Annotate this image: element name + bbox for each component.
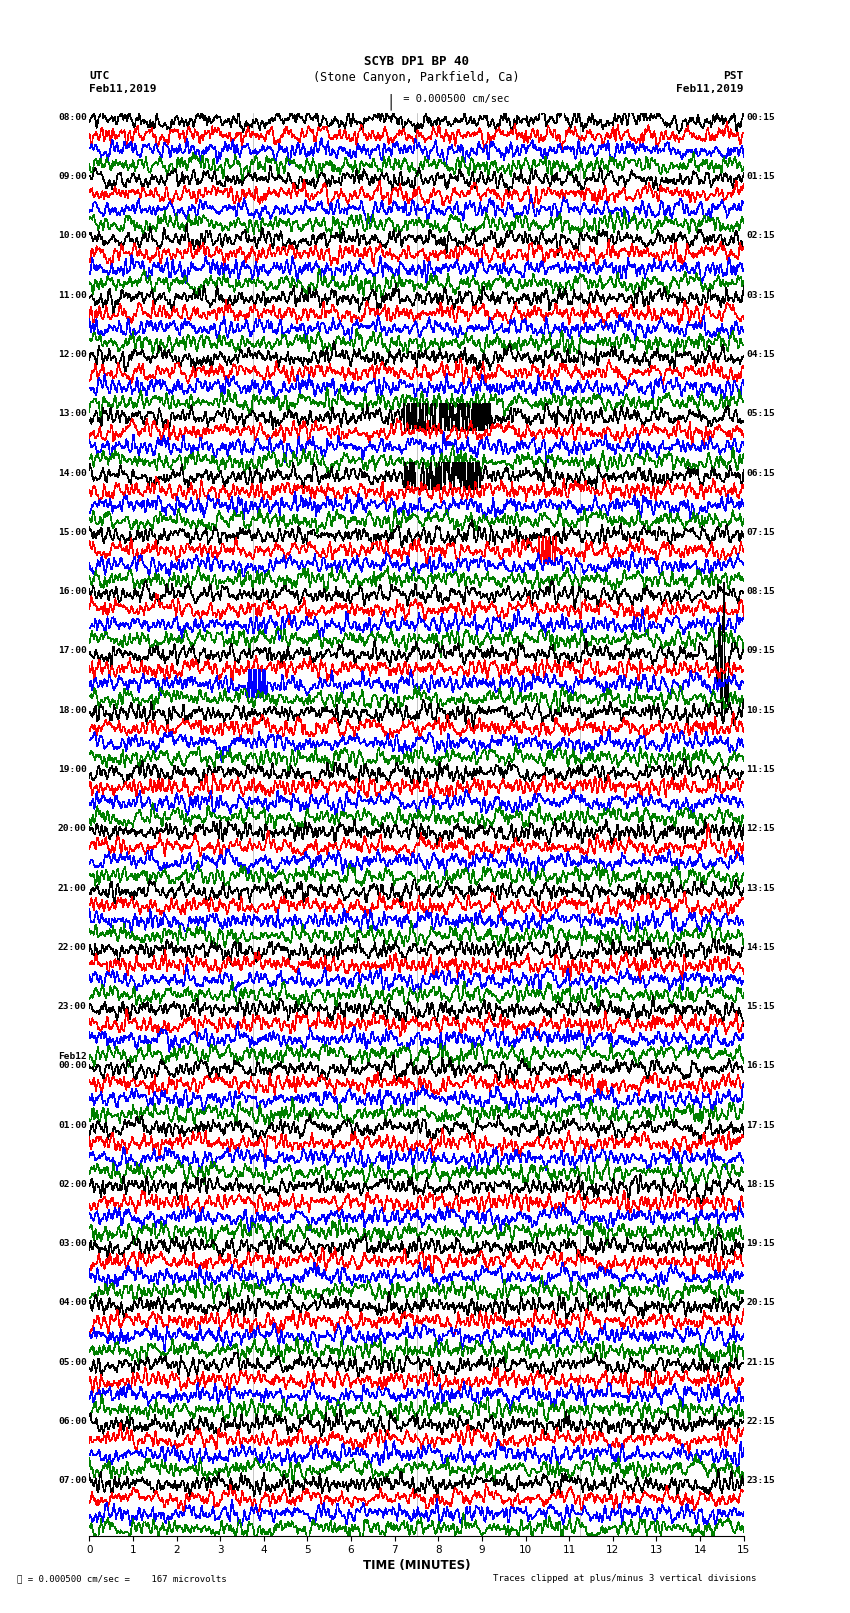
Text: 21:00: 21:00 bbox=[58, 884, 87, 892]
Text: 03:00: 03:00 bbox=[58, 1239, 87, 1248]
Text: 01:00: 01:00 bbox=[58, 1121, 87, 1129]
Text: PST: PST bbox=[723, 71, 744, 81]
Text: 08:15: 08:15 bbox=[746, 587, 775, 597]
Text: 19:00: 19:00 bbox=[58, 765, 87, 774]
Text: 23:00: 23:00 bbox=[58, 1002, 87, 1011]
Text: 05:15: 05:15 bbox=[746, 410, 775, 418]
Text: 11:15: 11:15 bbox=[746, 765, 775, 774]
Text: 01:15: 01:15 bbox=[746, 173, 775, 181]
Text: Feb12: Feb12 bbox=[58, 1052, 87, 1061]
Text: 08:00: 08:00 bbox=[58, 113, 87, 123]
Text: 17:15: 17:15 bbox=[746, 1121, 775, 1129]
Text: 09:15: 09:15 bbox=[746, 647, 775, 655]
Text: 07:15: 07:15 bbox=[746, 527, 775, 537]
Text: 04:15: 04:15 bbox=[746, 350, 775, 360]
Text: 00:00: 00:00 bbox=[58, 1061, 87, 1071]
Text: 07:00: 07:00 bbox=[58, 1476, 87, 1486]
Text: 05:00: 05:00 bbox=[58, 1358, 87, 1366]
Text: 22:00: 22:00 bbox=[58, 942, 87, 952]
X-axis label: TIME (MINUTES): TIME (MINUTES) bbox=[363, 1560, 470, 1573]
Text: 19:15: 19:15 bbox=[746, 1239, 775, 1248]
Text: 18:00: 18:00 bbox=[58, 706, 87, 715]
Text: 23:15: 23:15 bbox=[746, 1476, 775, 1486]
Text: 02:00: 02:00 bbox=[58, 1181, 87, 1189]
Text: SCYB DP1 BP 40: SCYB DP1 BP 40 bbox=[364, 55, 469, 68]
Text: 15:00: 15:00 bbox=[58, 527, 87, 537]
Text: 09:00: 09:00 bbox=[58, 173, 87, 181]
Text: = 0.000500 cm/sec: = 0.000500 cm/sec bbox=[397, 94, 509, 103]
Text: (Stone Canyon, Parkfield, Ca): (Stone Canyon, Parkfield, Ca) bbox=[313, 71, 520, 84]
Text: Traces clipped at plus/minus 3 vertical divisions: Traces clipped at plus/minus 3 vertical … bbox=[493, 1574, 756, 1584]
Text: 04:00: 04:00 bbox=[58, 1298, 87, 1308]
Text: 13:15: 13:15 bbox=[746, 884, 775, 892]
Text: 12:00: 12:00 bbox=[58, 350, 87, 360]
Text: Feb11,2019: Feb11,2019 bbox=[677, 84, 744, 94]
Text: ℒ = 0.000500 cm/sec =    167 microvolts: ℒ = 0.000500 cm/sec = 167 microvolts bbox=[17, 1574, 227, 1584]
Text: 13:00: 13:00 bbox=[58, 410, 87, 418]
Text: 21:15: 21:15 bbox=[746, 1358, 775, 1366]
Text: 14:00: 14:00 bbox=[58, 468, 87, 477]
Text: 14:15: 14:15 bbox=[746, 942, 775, 952]
Text: 12:15: 12:15 bbox=[746, 824, 775, 834]
Text: 03:15: 03:15 bbox=[746, 290, 775, 300]
Text: 16:00: 16:00 bbox=[58, 587, 87, 597]
Text: Feb11,2019: Feb11,2019 bbox=[89, 84, 156, 94]
Text: UTC: UTC bbox=[89, 71, 110, 81]
Text: 17:00: 17:00 bbox=[58, 647, 87, 655]
Text: 22:15: 22:15 bbox=[746, 1416, 775, 1426]
Text: 20:15: 20:15 bbox=[746, 1298, 775, 1308]
Text: 10:15: 10:15 bbox=[746, 706, 775, 715]
Text: 15:15: 15:15 bbox=[746, 1002, 775, 1011]
Text: 11:00: 11:00 bbox=[58, 290, 87, 300]
Text: 02:15: 02:15 bbox=[746, 232, 775, 240]
Text: │: │ bbox=[387, 94, 395, 110]
Text: 16:15: 16:15 bbox=[746, 1061, 775, 1071]
Text: 18:15: 18:15 bbox=[746, 1181, 775, 1189]
Text: 20:00: 20:00 bbox=[58, 824, 87, 834]
Text: 06:15: 06:15 bbox=[746, 468, 775, 477]
Text: 10:00: 10:00 bbox=[58, 232, 87, 240]
Text: 06:00: 06:00 bbox=[58, 1416, 87, 1426]
Text: 00:15: 00:15 bbox=[746, 113, 775, 123]
